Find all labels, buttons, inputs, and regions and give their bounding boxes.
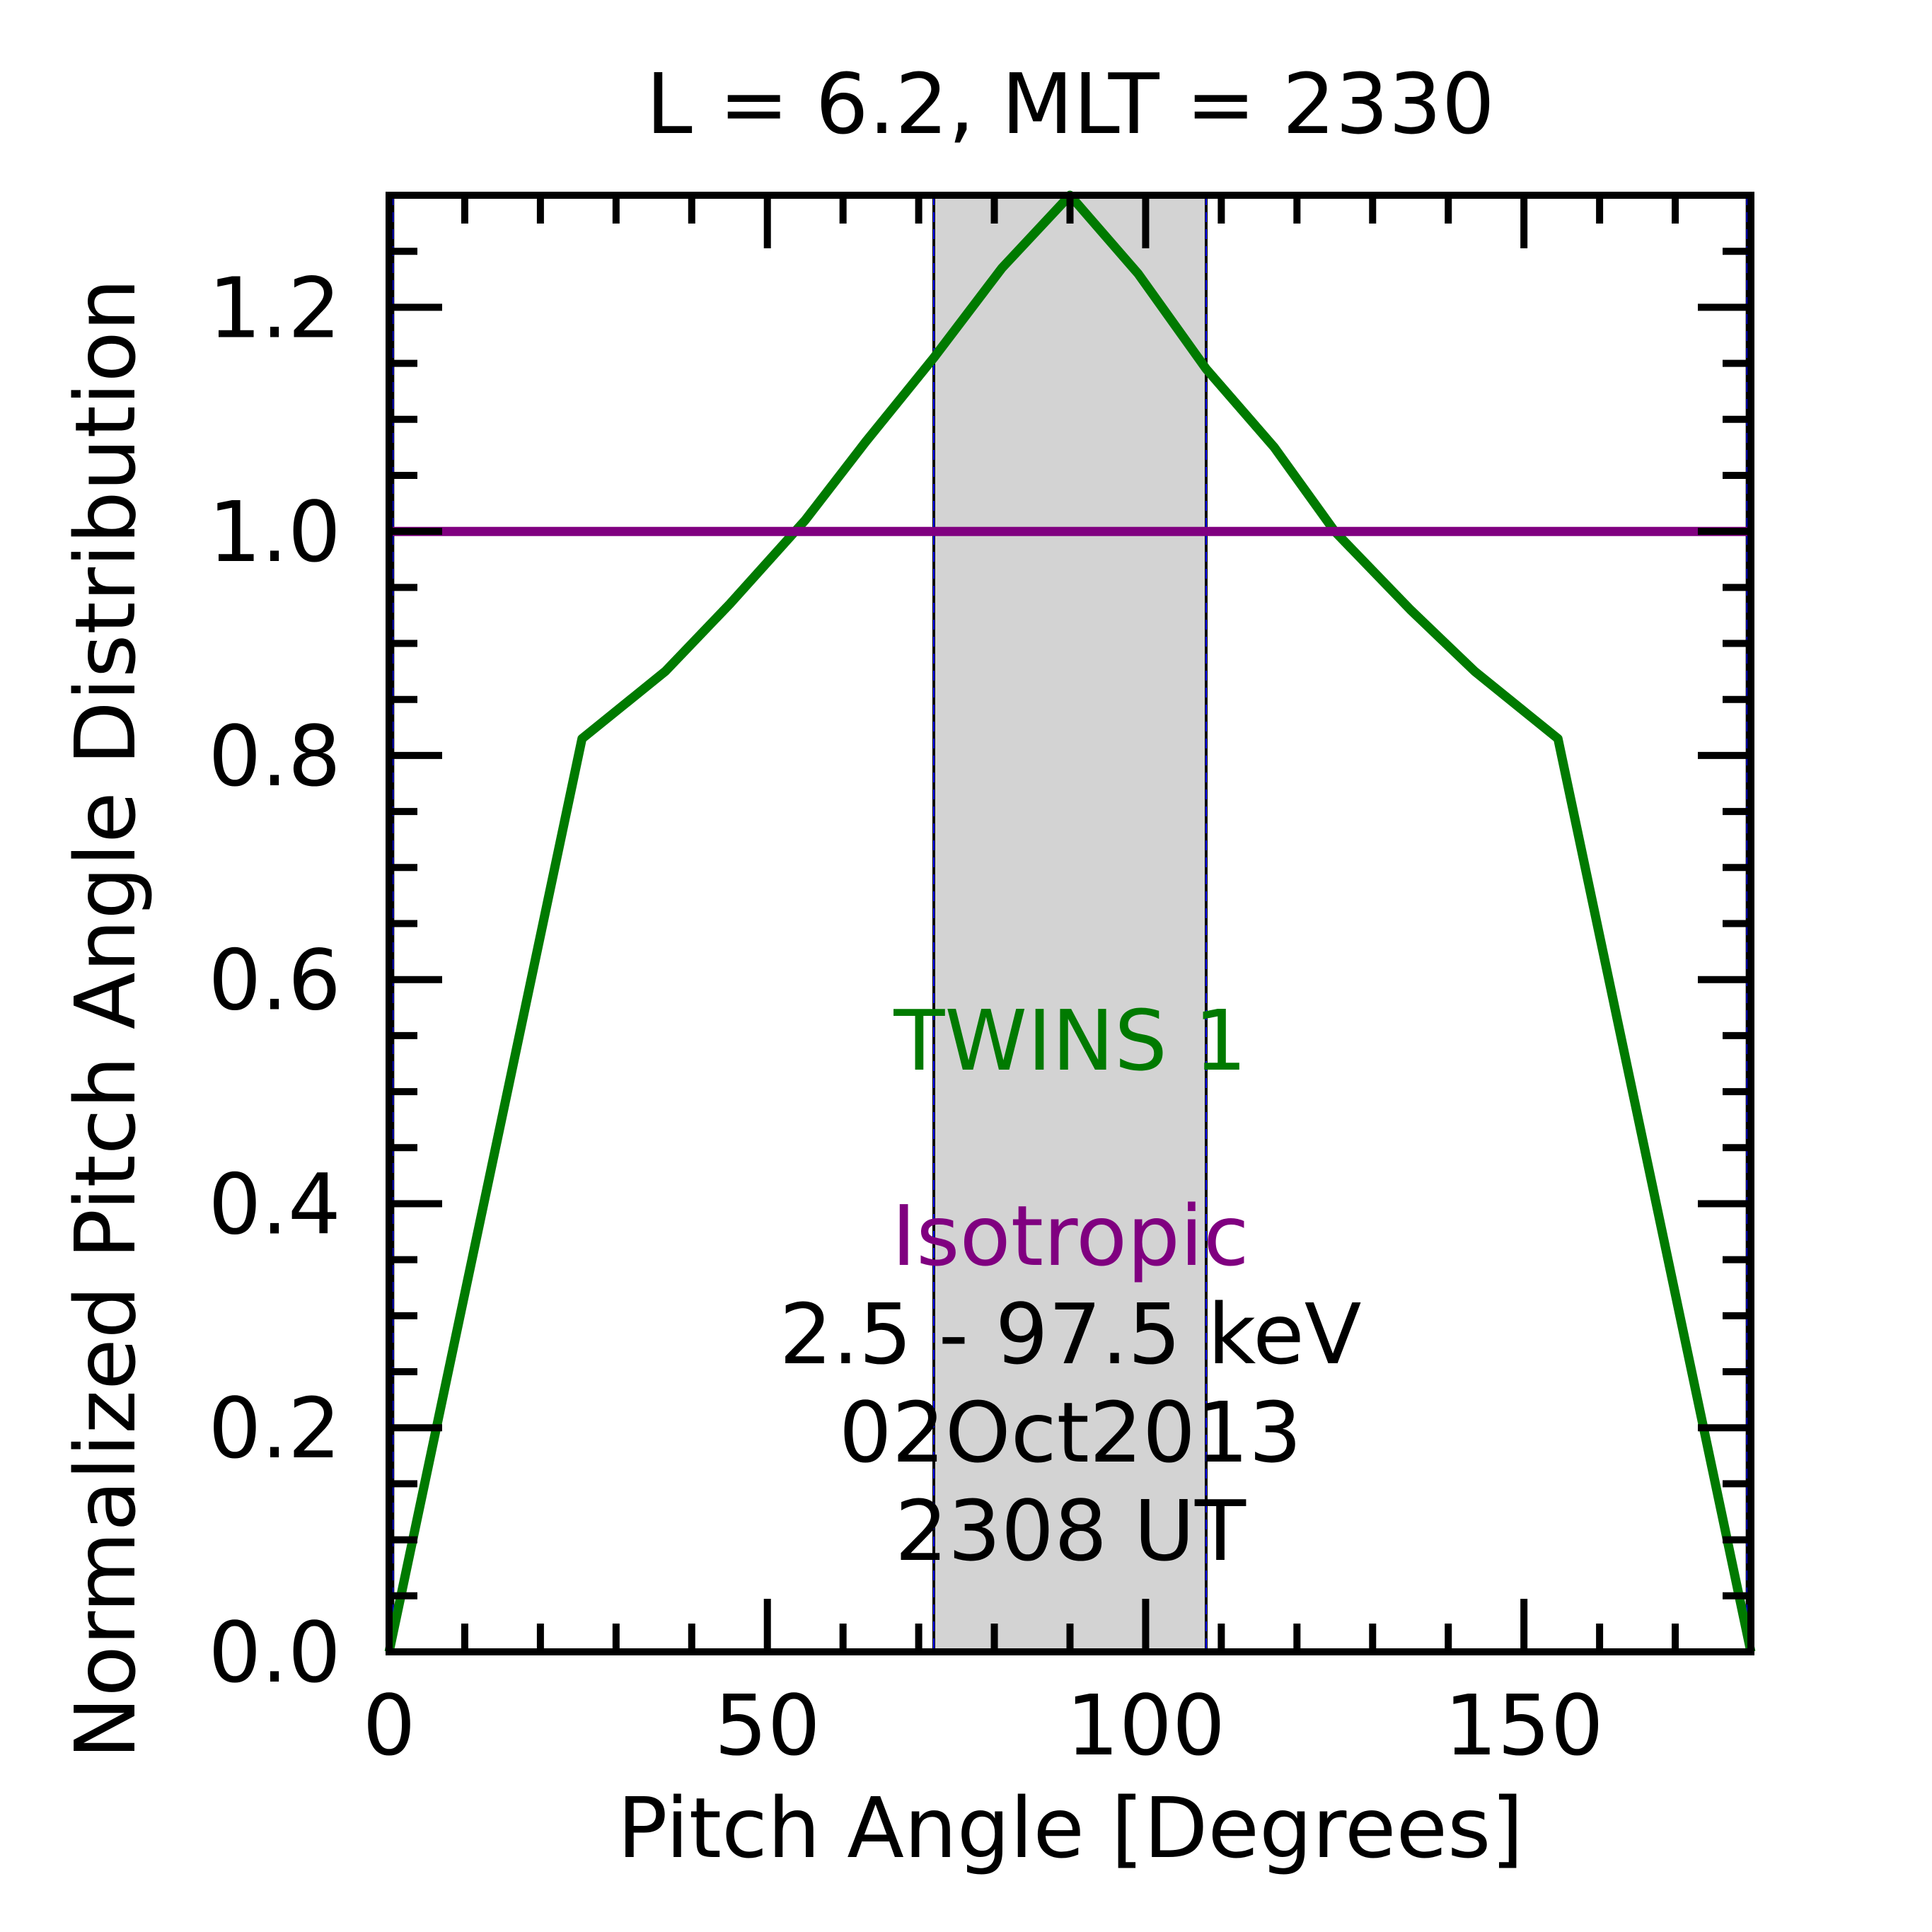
time-annotation: 2308 UT: [895, 1482, 1246, 1580]
y-tick-label: 1.0: [208, 483, 341, 581]
y-tick-label: 0.0: [208, 1604, 341, 1701]
y-tick-label: 0.6: [208, 932, 341, 1029]
x-axis-label: Pitch Angle [Degrees]: [617, 1779, 1523, 1877]
y-tick-label: 0.4: [208, 1155, 341, 1253]
x-tick-label: 0: [362, 1677, 415, 1774]
y-tick-label: 1.2: [208, 259, 341, 357]
x-tick-label: 100: [1066, 1677, 1225, 1774]
y-tick-label: 0.2: [208, 1379, 341, 1477]
chart-title: L = 6.2, MLT = 2330: [646, 55, 1495, 153]
shaded-band-layer: [934, 195, 1206, 1652]
shaded-band: [934, 195, 1206, 1652]
date-annotation: 02Oct2013: [839, 1384, 1302, 1481]
x-tick-label: 150: [1445, 1677, 1604, 1774]
y-tick-label: 0.8: [208, 707, 341, 805]
x-tick-label: 50: [715, 1677, 821, 1774]
legend-label-twins: TWINS 1: [893, 992, 1246, 1089]
legend-label-isotropic: Isotropic: [891, 1187, 1249, 1285]
energy-range-annotation: 2.5 - 97.5 keV: [780, 1285, 1362, 1383]
y-axis-label: Normalized Pitch Angle Distribution: [57, 278, 154, 1759]
plot-frame: [386, 192, 1754, 1655]
